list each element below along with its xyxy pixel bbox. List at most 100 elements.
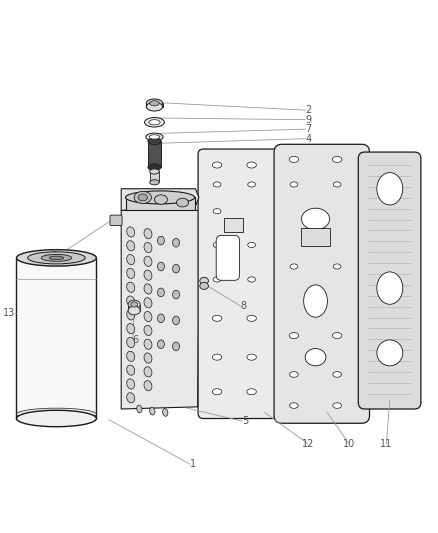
Text: 7: 7: [306, 124, 312, 134]
Ellipse shape: [158, 236, 164, 245]
Text: 9: 9: [306, 115, 312, 125]
Ellipse shape: [144, 256, 152, 266]
Text: 12: 12: [302, 439, 314, 449]
Ellipse shape: [146, 99, 162, 108]
Text: 10: 10: [343, 439, 355, 449]
Ellipse shape: [247, 389, 256, 395]
Ellipse shape: [127, 351, 135, 361]
Ellipse shape: [332, 156, 342, 163]
Ellipse shape: [144, 297, 152, 308]
Text: 8: 8: [241, 301, 247, 311]
Polygon shape: [202, 154, 278, 416]
Text: 5: 5: [242, 416, 248, 426]
Ellipse shape: [150, 169, 159, 174]
Text: 11: 11: [380, 439, 392, 449]
Ellipse shape: [173, 342, 180, 351]
Ellipse shape: [162, 409, 168, 416]
FancyBboxPatch shape: [358, 152, 421, 409]
Ellipse shape: [137, 405, 142, 413]
Ellipse shape: [158, 340, 164, 349]
Ellipse shape: [128, 300, 140, 309]
Ellipse shape: [127, 310, 135, 320]
Ellipse shape: [248, 277, 255, 282]
Ellipse shape: [377, 272, 403, 304]
Ellipse shape: [332, 333, 342, 338]
Ellipse shape: [144, 284, 152, 294]
Ellipse shape: [248, 243, 255, 247]
Ellipse shape: [144, 381, 152, 391]
Ellipse shape: [212, 354, 222, 360]
Ellipse shape: [144, 311, 152, 322]
Ellipse shape: [289, 156, 299, 163]
Ellipse shape: [301, 208, 329, 230]
Ellipse shape: [212, 162, 222, 168]
Text: 13: 13: [3, 308, 15, 318]
Ellipse shape: [212, 316, 222, 321]
Ellipse shape: [127, 365, 135, 375]
Ellipse shape: [333, 264, 341, 269]
Polygon shape: [126, 197, 194, 211]
Ellipse shape: [127, 241, 135, 251]
Ellipse shape: [248, 182, 255, 187]
Ellipse shape: [213, 182, 221, 187]
Ellipse shape: [333, 182, 341, 187]
Ellipse shape: [149, 120, 160, 125]
Ellipse shape: [144, 270, 152, 280]
Ellipse shape: [290, 182, 298, 187]
Ellipse shape: [134, 191, 152, 204]
Polygon shape: [150, 172, 159, 182]
Ellipse shape: [213, 277, 221, 282]
Ellipse shape: [333, 403, 342, 408]
FancyBboxPatch shape: [274, 144, 370, 423]
Ellipse shape: [148, 164, 161, 171]
Ellipse shape: [377, 173, 403, 205]
Ellipse shape: [173, 264, 180, 273]
Ellipse shape: [127, 268, 135, 279]
Ellipse shape: [144, 325, 152, 335]
Ellipse shape: [158, 288, 164, 297]
Text: 1: 1: [190, 459, 196, 469]
FancyBboxPatch shape: [198, 149, 283, 418]
Ellipse shape: [304, 285, 328, 317]
Ellipse shape: [17, 249, 96, 266]
Ellipse shape: [144, 367, 152, 377]
Ellipse shape: [149, 135, 159, 139]
Ellipse shape: [289, 333, 299, 338]
Ellipse shape: [28, 252, 85, 264]
Ellipse shape: [213, 208, 221, 214]
Ellipse shape: [150, 101, 159, 106]
Ellipse shape: [126, 191, 194, 204]
Polygon shape: [17, 258, 96, 418]
Ellipse shape: [17, 408, 96, 420]
Ellipse shape: [333, 372, 342, 377]
Bar: [301, 229, 330, 246]
Ellipse shape: [49, 256, 64, 260]
Ellipse shape: [377, 340, 403, 366]
Ellipse shape: [173, 238, 180, 247]
Polygon shape: [121, 211, 200, 409]
Ellipse shape: [247, 162, 256, 168]
Polygon shape: [148, 141, 161, 167]
Ellipse shape: [290, 372, 298, 377]
Bar: [223, 218, 243, 232]
Ellipse shape: [200, 282, 208, 289]
Ellipse shape: [212, 389, 222, 395]
Ellipse shape: [138, 194, 148, 201]
Ellipse shape: [150, 407, 155, 415]
Ellipse shape: [247, 316, 256, 321]
Text: 4: 4: [306, 134, 312, 144]
FancyBboxPatch shape: [216, 236, 240, 280]
Ellipse shape: [127, 393, 135, 403]
Ellipse shape: [127, 296, 135, 306]
Ellipse shape: [131, 302, 138, 307]
Ellipse shape: [17, 410, 96, 427]
Ellipse shape: [127, 379, 135, 389]
Ellipse shape: [41, 254, 71, 261]
Ellipse shape: [158, 314, 164, 322]
Text: 2: 2: [306, 105, 312, 115]
Ellipse shape: [150, 180, 159, 185]
Ellipse shape: [173, 316, 180, 325]
Ellipse shape: [155, 195, 167, 204]
Text: 6: 6: [133, 335, 139, 345]
Ellipse shape: [128, 306, 140, 315]
